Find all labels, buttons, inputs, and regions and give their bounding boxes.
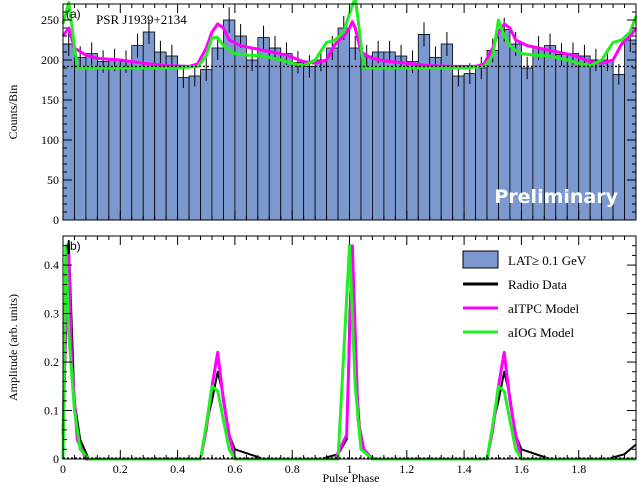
histogram-bar	[268, 47, 282, 221]
y-tick-label: 100	[41, 133, 59, 147]
histogram-bar	[177, 77, 190, 221]
legend-label: Radio Data	[508, 277, 567, 292]
legend: LAT≥ 0.1 GeV Radio Data aITPC Model aIOG Mo…	[462, 250, 587, 340]
histogram-bar	[280, 53, 293, 221]
histogram-bar	[211, 47, 224, 221]
histogram-bar	[119, 61, 133, 221]
x-tick-label: 0.2	[113, 462, 128, 476]
y-tick-label: 0.4	[44, 258, 59, 272]
x-tick-label: 1	[347, 462, 353, 476]
histogram-bar	[142, 31, 156, 221]
panel-a-y-axis-label: Counts/Bin	[6, 85, 20, 140]
histogram-bar	[245, 59, 259, 221]
histogram-bar	[200, 69, 213, 221]
y-tick-label: 50	[47, 173, 59, 187]
panel-a-tag: (a)	[66, 7, 81, 21]
x-tick-label: 0.8	[285, 462, 300, 476]
histogram-bar	[463, 73, 476, 221]
histogram-bar	[349, 47, 362, 221]
y-tick-label: 0	[53, 213, 59, 227]
histogram-bar	[188, 75, 201, 221]
histogram-bar	[372, 51, 385, 221]
preliminary-watermark: Preliminary	[494, 186, 618, 208]
histogram-bar	[383, 51, 396, 221]
histogram-bar	[406, 61, 419, 221]
histogram-bar	[417, 34, 431, 221]
x-axis-label: Pulse Phase	[323, 471, 380, 485]
histogram-bar	[85, 53, 98, 221]
lat-histogram	[62, 19, 637, 221]
histogram-bar	[475, 67, 488, 221]
y-tick-label: 200	[41, 53, 59, 67]
y-tick-label: 0.1	[44, 404, 59, 418]
y-tick-label: 0.2	[44, 355, 59, 369]
histogram-bar	[257, 37, 270, 221]
histogram-bar	[154, 51, 167, 221]
y-tick-label: 150	[41, 93, 59, 107]
panel-b-tag: (b)	[66, 239, 81, 253]
histogram-bar	[74, 57, 87, 221]
histogram-bar	[360, 55, 373, 221]
histogram-bar	[452, 75, 465, 221]
y-tick-label: 0.3	[44, 307, 59, 321]
x-tick-label: 1.4	[457, 462, 472, 476]
x-tick-label: 0.4	[170, 462, 185, 476]
histogram-bar	[440, 43, 454, 221]
panel-b-y-axis-label: Amplitude (arb. units)	[6, 294, 20, 401]
legend-swatch-box	[462, 250, 499, 269]
y-tick-label: 250	[41, 13, 59, 27]
pulsar-name: PSR J1939+2134	[96, 12, 187, 27]
x-tick-label: 1.6	[514, 462, 529, 476]
histogram-bar	[234, 35, 247, 221]
histogram-bar	[303, 66, 316, 221]
histogram-bar	[429, 57, 442, 221]
legend-label: aIOG Model	[508, 325, 574, 340]
legend-label: aITPC Model	[508, 301, 580, 316]
histogram-bar	[165, 55, 178, 221]
histogram-bar	[337, 27, 350, 221]
histogram-bar	[96, 61, 110, 221]
panel-a-model-curves	[61, 0, 638, 70]
y-tick-label: 0	[53, 452, 59, 466]
legend-label: LAT≥ 0.1 GeV	[508, 253, 587, 268]
panel-a-ticks: 0 50 100 150 200 250	[41, 3, 637, 227]
histogram-bar	[108, 59, 121, 221]
panel-a-counts: 0 50 100 150 200 250 (a) PSR J1939+2134 Preli…	[6, 0, 638, 227]
panel-b-series	[61, 239, 637, 461]
panel-b-amplitude: 00.10.20.30.40 0.2 0.4 0.6 0.8 1 1.2 1.4 1.6 1.8 …	[6, 235, 637, 485]
x-tick-label: 1.8	[571, 462, 586, 476]
x-tick-label: 1.2	[399, 462, 414, 476]
histogram-bar	[624, 39, 637, 221]
model-curve	[61, 0, 638, 70]
histogram-bar	[131, 45, 144, 221]
panel-b-ticks: 0 0.1 0.2 0.3 0.4 0 0.2 0.4 0.6 0.8 1 1.2 1.4 1.6 1.8	[44, 236, 637, 476]
histogram-bar	[291, 62, 305, 221]
x-tick-label: 0.6	[227, 462, 242, 476]
histogram-bar	[326, 47, 339, 221]
histogram-bar	[394, 55, 408, 221]
x-tick-label: 0	[60, 462, 66, 476]
histogram-bar	[314, 59, 327, 221]
